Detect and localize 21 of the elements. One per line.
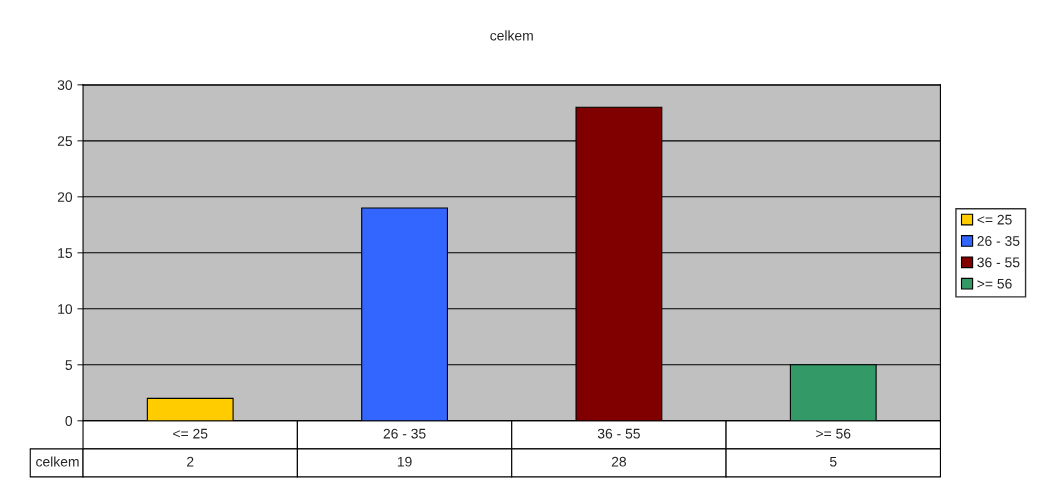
y-tick-label: 25 xyxy=(57,136,73,146)
y-tick-label: 5 xyxy=(65,360,73,370)
x-tick-label: >= 56 xyxy=(816,428,851,439)
y-tick-label: 15 xyxy=(58,248,73,258)
legend-label: 36 - 55 xyxy=(977,257,1020,268)
legend-label: <= 25 xyxy=(977,214,1012,225)
x-tick-label: 26 - 35 xyxy=(383,428,426,439)
data-label: 5 xyxy=(829,456,837,467)
y-tick-label: 20 xyxy=(57,192,73,202)
y-tick-label: 0 xyxy=(65,416,73,426)
y-tick-label: 30 xyxy=(57,80,73,90)
text: celkem xyxy=(36,456,79,467)
x-tick-label: 36 - 55 xyxy=(597,428,640,439)
chart-title: celkem xyxy=(490,30,533,41)
legend-label: 26 - 35 xyxy=(977,236,1020,246)
data-label: 28 xyxy=(611,456,627,467)
x-tick-label: <= 25 xyxy=(173,428,208,439)
data-label: 2 xyxy=(187,456,194,467)
legend-label: >= 56 xyxy=(977,278,1012,289)
y-tick-label: 10 xyxy=(58,304,73,314)
data-label: 19 xyxy=(397,456,412,467)
